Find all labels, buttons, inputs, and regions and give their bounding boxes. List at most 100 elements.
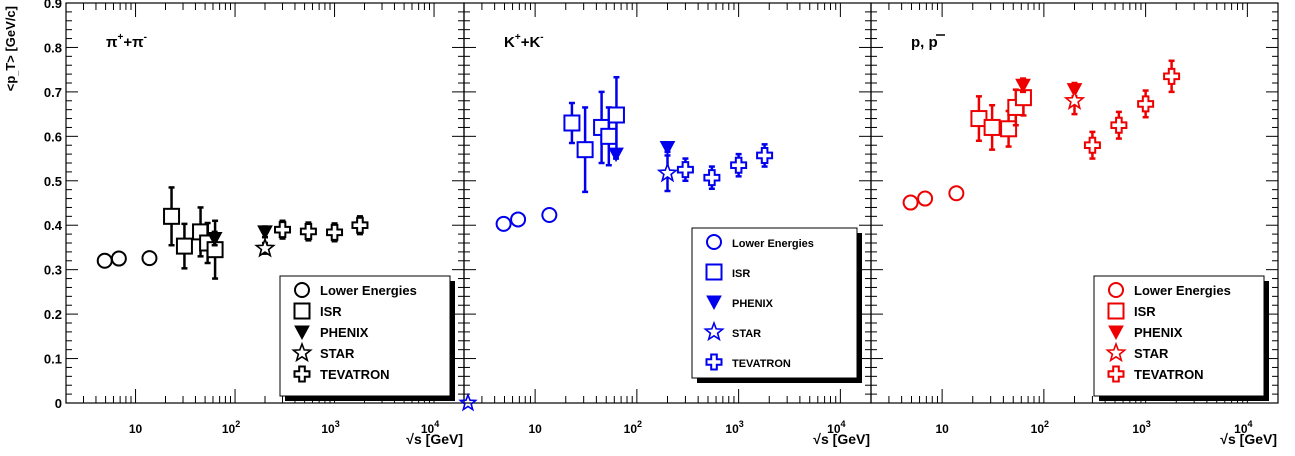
origin-star-shape (458, 392, 478, 412)
legend-label: TEVATRON (320, 367, 390, 382)
legend-marker (293, 365, 311, 383)
panel-2: 10 102 103 104√s [GeV]K++K-Lower EnergiesIS… (463, 2, 872, 447)
x-tick-label: 10 (528, 422, 542, 436)
legend-label: TEVATRON (1134, 367, 1204, 382)
legend-label: TEVATRON (732, 358, 791, 370)
legend-label: ISR (320, 304, 342, 319)
legend-marker (706, 234, 722, 250)
legend-label: PHENIX (320, 325, 369, 340)
panel-1: 00.10.20.30.40.50.60.70.80.910 102 103 104√… (44, 0, 465, 447)
legend-label: Lower Energies (732, 238, 814, 250)
series-phenix (608, 140, 676, 163)
y-tick-label: 0 (55, 396, 62, 411)
data-point (756, 146, 774, 164)
series-tevatron (274, 215, 369, 243)
x-tick-label: 103 (1132, 419, 1150, 436)
series-star (254, 236, 276, 258)
panel-label: π++π- (106, 32, 147, 51)
legend-label: Lower Energies (1134, 283, 1231, 298)
data-point (495, 215, 512, 232)
x-tick-label: 102 (624, 419, 642, 436)
data-point (1000, 120, 1018, 138)
data-point (703, 169, 721, 187)
y-axis-title: <p_T> [GeV/c] (3, 6, 20, 91)
data-point (970, 110, 988, 128)
panel-label: K++K- (504, 32, 544, 51)
legend-marker (706, 295, 722, 311)
legend-label: Lower Energies (320, 283, 417, 298)
x-tick-label: 10 (935, 422, 949, 436)
legend-label: ISR (1134, 304, 1156, 319)
legend-marker (1105, 341, 1127, 363)
data-point (206, 232, 223, 247)
data-point (96, 252, 113, 269)
legend-label: PHENIX (732, 298, 774, 310)
x-tick-label: 102 (1031, 419, 1049, 436)
data-point (730, 156, 748, 174)
legend-marker (1108, 282, 1124, 298)
data-point (659, 140, 676, 156)
legend-marker (291, 341, 313, 363)
data-point (274, 221, 292, 239)
data-point (1083, 136, 1101, 154)
x-tick-label: 10 (129, 422, 143, 436)
legend-marker (294, 282, 310, 298)
legend-marker (293, 302, 311, 320)
data-point (175, 237, 193, 255)
origin-star-marker (458, 392, 478, 412)
legend-label: ISR (732, 268, 750, 280)
y-tick-label: 0.1 (44, 352, 62, 367)
data-point (983, 118, 1001, 136)
legend-label: STAR (1134, 346, 1169, 361)
y-tick-label: 0.7 (44, 85, 62, 100)
x-axis-title: √s [GeV] (406, 431, 463, 447)
y-tick-label: 0.8 (44, 40, 62, 55)
data-point (608, 147, 624, 163)
data-point (351, 216, 369, 234)
data-point (510, 211, 527, 228)
legend: Lower Energies ISR PHENIX STAR TEVATRON (279, 275, 455, 401)
legend-label: STAR (320, 346, 355, 361)
legend-label: PHENIX (1134, 325, 1183, 340)
x-axis-title: √s [GeV] (813, 431, 870, 447)
series-isr (163, 186, 224, 280)
series-isr (563, 75, 625, 194)
y-tick-label: 0.4 (44, 218, 63, 233)
data-point (607, 106, 625, 124)
legend: Lower Energies ISR PHENIX STAR TEVATRON (1093, 275, 1269, 401)
data-point (326, 223, 344, 241)
data-point (1163, 67, 1181, 85)
y-tick-label: 0.9 (44, 0, 62, 11)
legend-marker (1107, 365, 1125, 383)
data-point (1015, 78, 1031, 94)
y-tick-label: 0.6 (44, 129, 62, 144)
x-tick-label: 103 (725, 419, 743, 436)
data-point (917, 190, 934, 207)
legend: Lower Energies ISR PHENIX STAR TEVATRON (691, 227, 862, 383)
panel-label: p, p (911, 34, 938, 51)
series-lower-energies (902, 185, 965, 211)
series-star (656, 154, 679, 193)
data-point (676, 161, 694, 179)
data-point (902, 194, 919, 211)
series-lower-energies (96, 250, 158, 269)
series-tevatron (676, 143, 774, 191)
x-tick-label: 103 (321, 419, 339, 436)
data-point (600, 127, 618, 145)
data-point (656, 161, 679, 183)
data-point (110, 250, 127, 267)
data-point (1110, 116, 1128, 134)
x-axis-title: √s [GeV] (1220, 431, 1277, 447)
data-point (1137, 95, 1155, 113)
data-point (257, 225, 273, 240)
data-point (254, 236, 276, 258)
data-point (1063, 89, 1086, 110)
legend-box (691, 227, 858, 379)
data-point (948, 185, 965, 202)
panels-group: 00.10.20.30.40.50.60.70.80.910 102 103 104√… (44, 0, 1279, 447)
data-point (141, 250, 158, 267)
legend-marker (703, 320, 725, 342)
data-point (563, 114, 581, 132)
